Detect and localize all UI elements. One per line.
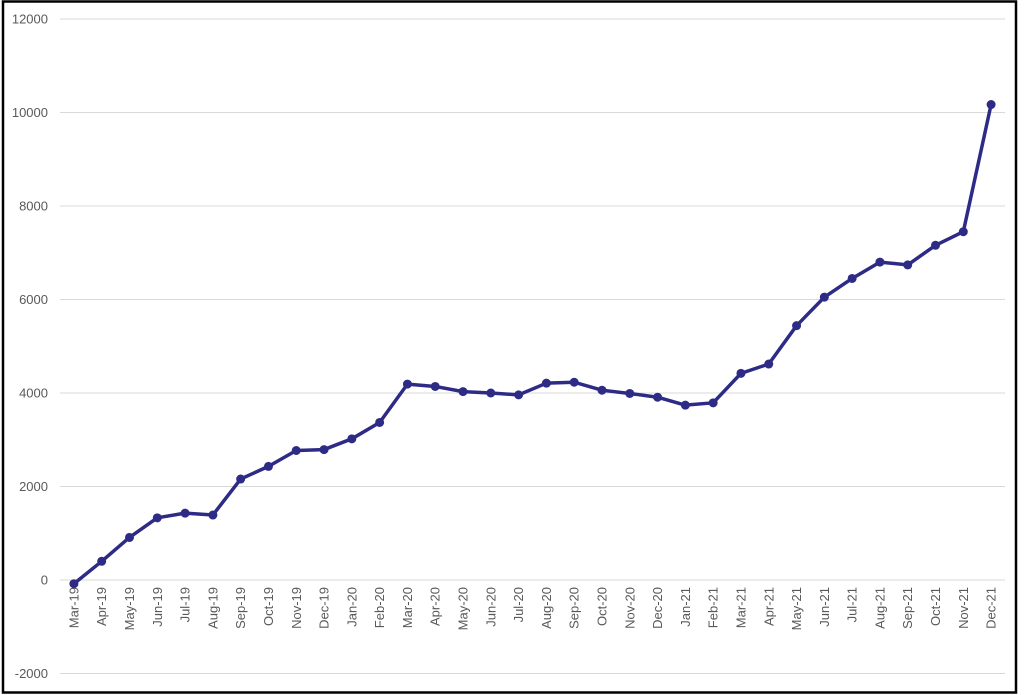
x-axis-tick-label: Jun-19 xyxy=(150,587,165,627)
y-axis-tick-label: -2000 xyxy=(15,666,48,681)
data-point-marker xyxy=(319,445,329,455)
y-axis-tick-label: 2000 xyxy=(19,479,48,494)
data-point-marker xyxy=(69,579,79,589)
x-axis-tick-label: Nov-19 xyxy=(289,587,304,629)
x-axis-tick-label: May-19 xyxy=(122,587,137,630)
x-axis-tick-label: Oct-21 xyxy=(928,587,943,626)
data-point-marker xyxy=(986,100,996,110)
x-axis-tick-label: Apr-20 xyxy=(428,587,443,626)
data-point-marker xyxy=(792,321,802,331)
data-point-marker xyxy=(653,392,663,402)
x-axis-tick-label: Nov-21 xyxy=(956,587,971,629)
x-axis-tick-label: Sep-19 xyxy=(233,587,248,629)
data-point-marker xyxy=(97,556,107,566)
x-axis-tick-label: Jul-21 xyxy=(845,587,860,622)
data-point-marker xyxy=(291,446,301,456)
x-axis-tick-label: Jul-20 xyxy=(511,587,526,622)
data-point-marker xyxy=(152,513,162,523)
x-axis-tick-label: Sep-21 xyxy=(900,587,915,629)
x-axis-tick-label: Mar-20 xyxy=(400,587,415,628)
data-point-marker xyxy=(875,257,885,267)
y-axis-tick-label: 0 xyxy=(41,573,48,588)
y-axis-tick-label: 10000 xyxy=(12,105,48,120)
data-point-marker xyxy=(597,385,607,395)
data-point-marker xyxy=(514,390,524,400)
data-point-marker xyxy=(208,510,218,520)
series-line xyxy=(72,102,993,586)
x-axis-tick-label: Aug-20 xyxy=(539,587,554,629)
x-axis-tick-label: Jan-20 xyxy=(344,587,359,627)
y-axis-tick-label: 8000 xyxy=(19,199,48,214)
data-point-marker xyxy=(124,532,134,542)
data-point-marker xyxy=(736,368,746,378)
data-point-marker xyxy=(931,240,941,250)
y-axis-tick-label: 4000 xyxy=(19,386,48,401)
x-axis-tick-label: Feb-21 xyxy=(706,587,721,628)
data-point-marker xyxy=(847,273,857,283)
data-point-marker xyxy=(347,434,357,444)
data-point-marker xyxy=(819,292,829,302)
data-point-marker xyxy=(541,378,551,388)
x-axis-tick-label: Dec-21 xyxy=(984,587,999,629)
x-axis-tick-label: May-20 xyxy=(456,587,471,630)
x-axis-tick-label: Jun-20 xyxy=(483,587,498,627)
data-point-marker xyxy=(764,359,774,369)
data-point-marker xyxy=(486,388,496,398)
x-axis-tick-label: Aug-19 xyxy=(205,587,220,629)
x-axis-tick-label: Sep-20 xyxy=(567,587,582,629)
data-point-marker xyxy=(458,387,468,397)
x-axis-tick-label: Dec-20 xyxy=(650,587,665,629)
x-axis-tick-label: Mar-19 xyxy=(66,587,81,628)
x-axis-tick-label: Aug-21 xyxy=(872,587,887,629)
data-point-marker xyxy=(430,381,440,391)
y-axis-tick-label: 6000 xyxy=(19,292,48,307)
data-point-marker xyxy=(375,417,385,427)
data-point-marker xyxy=(708,398,718,408)
data-point-marker xyxy=(625,388,635,398)
data-point-marker xyxy=(903,260,913,270)
x-axis-tick-label: Apr-19 xyxy=(94,587,109,626)
data-point-marker xyxy=(263,461,273,471)
x-axis-tick-label: Oct-19 xyxy=(261,587,276,626)
data-point-marker xyxy=(958,227,968,237)
x-axis-tick-label: Jan-21 xyxy=(678,587,693,627)
y-axis-tick-label: 12000 xyxy=(12,12,48,27)
x-axis-tick-label: Jun-21 xyxy=(817,587,832,627)
data-point-marker xyxy=(402,379,412,389)
x-axis-tick-label: Nov-20 xyxy=(622,587,637,629)
data-point-marker xyxy=(236,474,246,484)
x-axis-tick-label: Dec-19 xyxy=(317,587,332,629)
x-axis-tick-label: Apr-21 xyxy=(761,587,776,626)
x-axis-tick-label: Mar-21 xyxy=(733,587,748,628)
x-axis-tick-label: Oct-20 xyxy=(594,587,609,626)
data-point-marker xyxy=(569,377,579,387)
x-axis-tick-label: May-21 xyxy=(789,587,804,630)
data-point-marker xyxy=(680,400,690,410)
x-axis-tick-label: Feb-20 xyxy=(372,587,387,628)
data-point-marker xyxy=(180,508,190,518)
x-axis-tick-label: Jul-19 xyxy=(178,587,193,622)
